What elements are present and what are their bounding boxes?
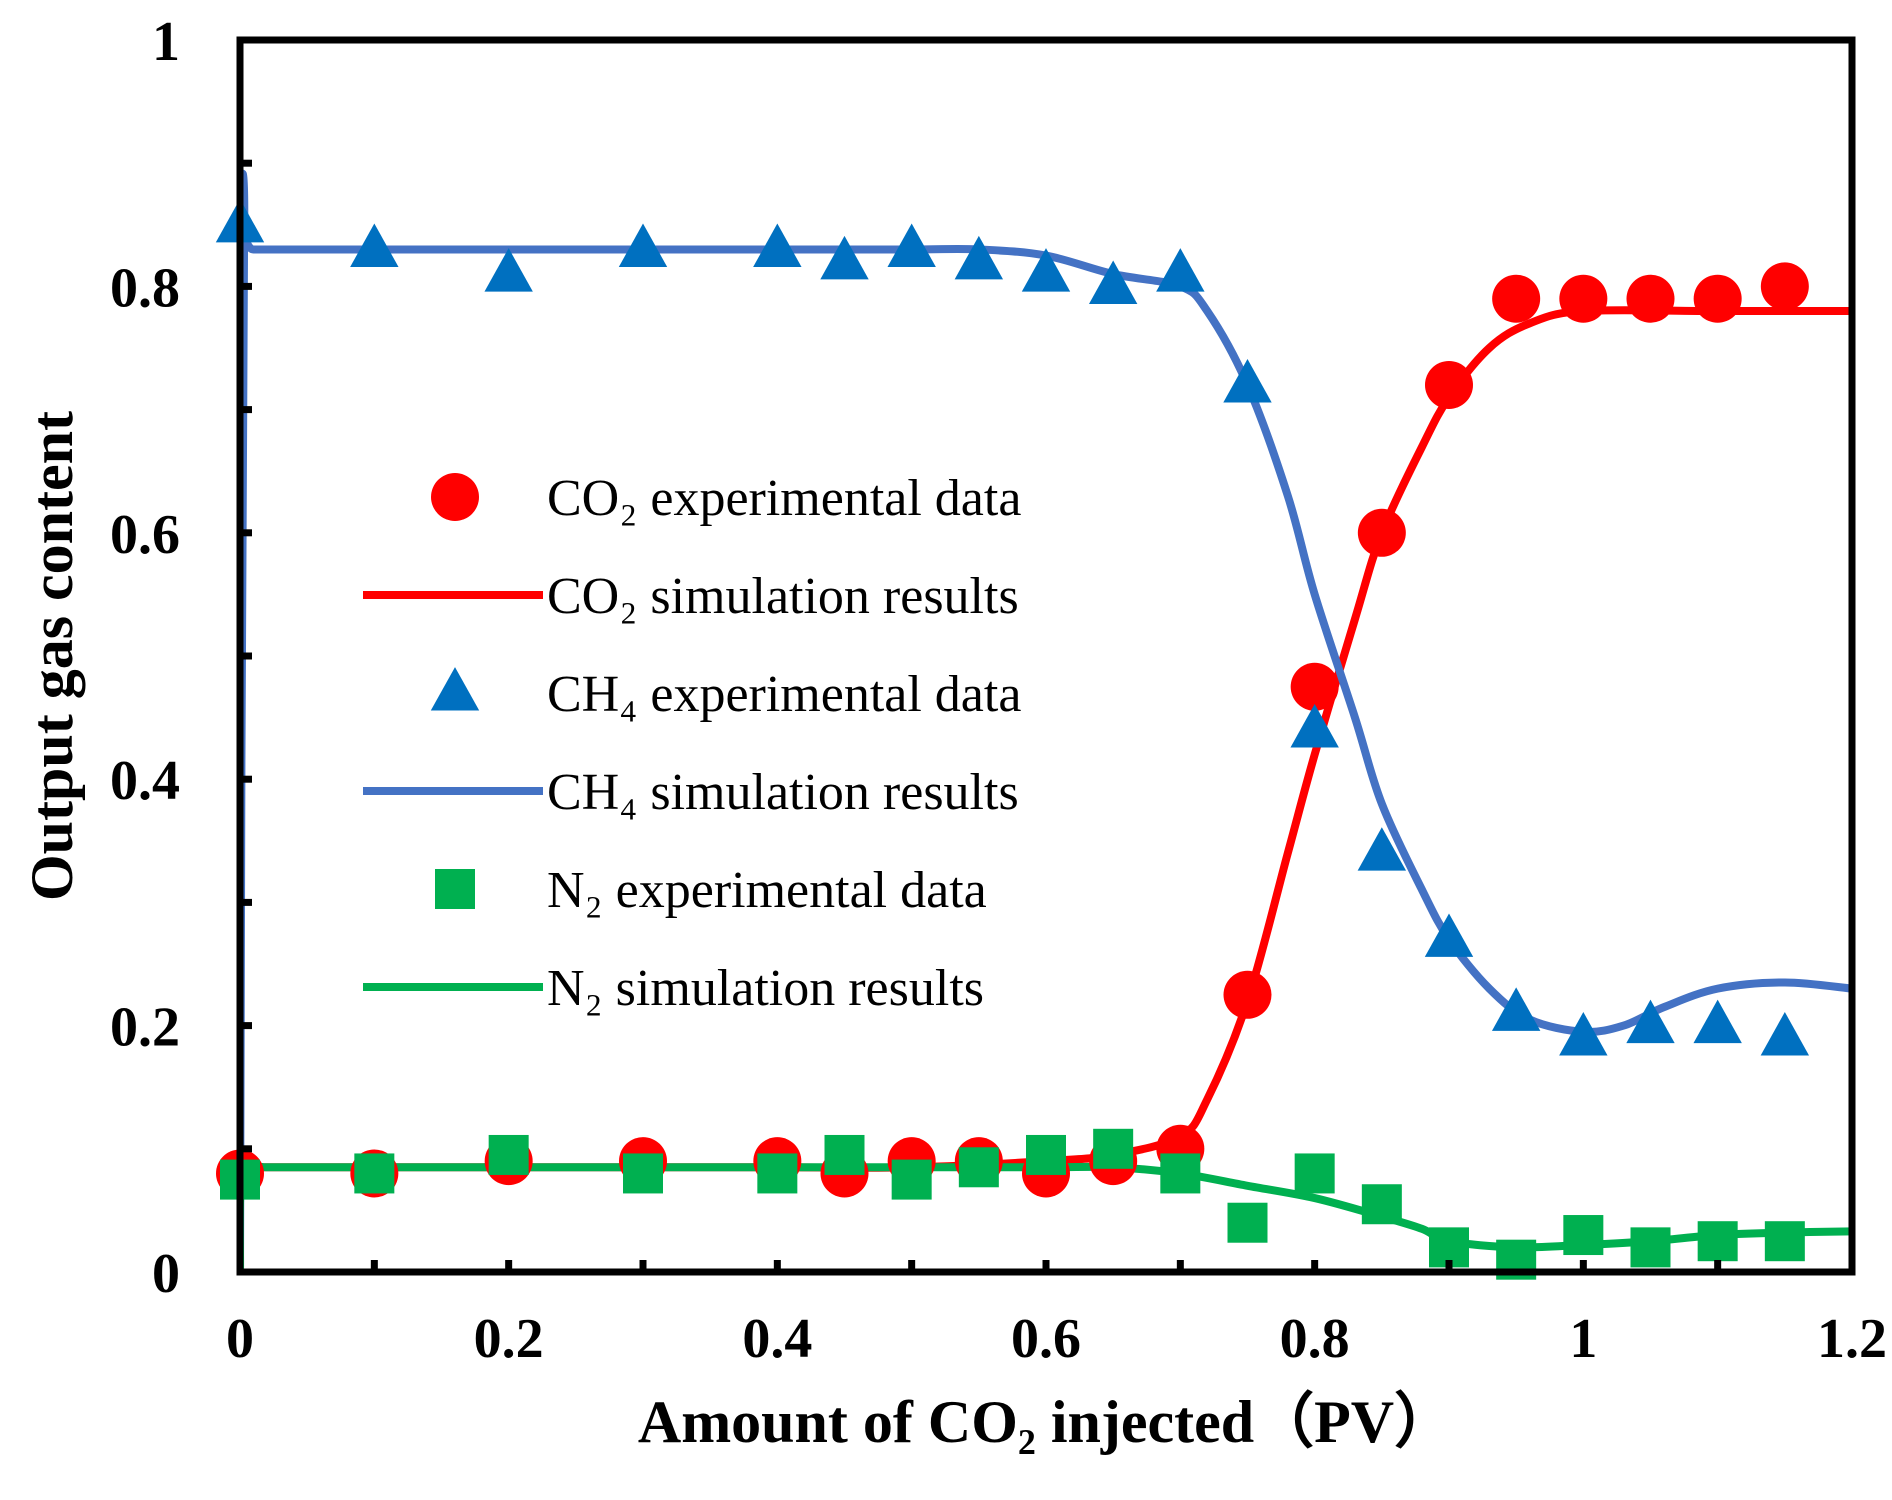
legend-label: CO₂ experimental data	[547, 470, 1021, 527]
data-point-ch4-experimental-data	[820, 235, 869, 280]
data-point-ch4-experimental-data	[1088, 260, 1138, 304]
data-point-ch4-experimental-data	[1626, 999, 1675, 1044]
data-point-ch4-experimental-data	[887, 223, 936, 267]
data-point-n2-experimental-data	[1361, 1184, 1402, 1225]
x-axis-title: Amount of CO₂ injected（PV）	[638, 1388, 1454, 1455]
data-point-co2-experimental-data	[1492, 274, 1541, 323]
y-axis-tick-labels: 0 0.2 0.4 0.6 0.8 1	[110, 11, 180, 1305]
data-point-ch4-experimental-data	[1491, 987, 1541, 1031]
data-point-ch4-experimental-data	[1290, 704, 1339, 748]
data-point-co2-experimental-data	[1357, 508, 1406, 557]
data-point-ch4-experimental-data	[1021, 248, 1071, 292]
x-tick-label: 0.2	[474, 1308, 544, 1370]
series-markers-layer	[215, 198, 1810, 1280]
legend-item: N₂ experimental data	[435, 862, 987, 919]
axis-ticks	[236, 36, 1856, 1276]
x-tick-label: 1	[1569, 1308, 1597, 1370]
data-point-ch4-experimental-data	[350, 223, 399, 267]
y-tick-label: 0.8	[110, 257, 180, 319]
x-tick-label: 0	[226, 1308, 254, 1370]
legend-item: N₂ simulation results	[363, 960, 984, 1017]
legend-label: N₂ experimental data	[547, 862, 987, 919]
data-point-co2-experimental-data	[1693, 274, 1742, 323]
data-point-n2-experimental-data	[1697, 1221, 1738, 1262]
y-tick-label: 0	[152, 1243, 180, 1305]
data-point-ch4-experimental-data	[1693, 999, 1742, 1044]
legend-label: CH₄ simulation results	[547, 764, 1019, 821]
y-axis-title: Output gas content	[19, 411, 85, 901]
data-point-n2-experimental-data	[958, 1147, 999, 1188]
legend-label: CH₄ experimental data	[547, 666, 1021, 723]
data-point-ch4-experimental-data	[1357, 827, 1407, 871]
y-tick-label: 1	[152, 11, 180, 73]
plot-area-frame	[236, 36, 1856, 1276]
legend-item: CO₂ simulation results	[363, 568, 1019, 625]
series-lines-layer	[240, 169, 1852, 1272]
data-point-ch4-experimental-data	[753, 223, 802, 267]
data-point-n2-experimental-data	[1764, 1221, 1805, 1262]
data-point-ch4-experimental-data	[1760, 1012, 1810, 1056]
data-point-n2-experimental-data	[623, 1153, 663, 1194]
data-point-n2-experimental-data	[824, 1134, 865, 1175]
data-point-co2-experimental-data	[1223, 970, 1272, 1019]
data-point-co2-experimental-data	[1425, 360, 1473, 409]
legend-item: CH₄ experimental data	[430, 666, 1021, 723]
data-point-co2-experimental-data	[1760, 262, 1809, 311]
series-line-ch4-simulation-results	[240, 169, 1852, 1272]
series-line-co2-simulation-results	[240, 306, 1852, 1172]
data-point-n2-experimental-data	[354, 1153, 395, 1194]
y-tick-label: 0.2	[110, 997, 180, 1059]
data-point-ch4-experimental-data	[618, 223, 668, 267]
data-point-n2-experimental-data	[488, 1134, 529, 1175]
legend-swatch-marker	[431, 473, 479, 521]
data-point-ch4-experimental-data	[954, 235, 1004, 280]
legend-item: CO₂ experimental data	[431, 470, 1021, 527]
data-point-ch4-experimental-data	[484, 248, 533, 292]
x-tick-label: 1.2	[1817, 1308, 1887, 1370]
data-point-n2-experimental-data	[1563, 1215, 1604, 1256]
data-point-ch4-experimental-data	[1156, 248, 1205, 292]
y-tick-label: 0.4	[110, 750, 180, 812]
legend-label: CO₂ simulation results	[547, 568, 1019, 625]
data-point-n2-experimental-data	[1026, 1134, 1066, 1175]
data-point-co2-experimental-data	[1290, 662, 1339, 711]
data-point-ch4-experimental-data	[1424, 913, 1474, 957]
data-point-n2-experimental-data	[891, 1159, 932, 1200]
data-point-ch4-experimental-data	[1223, 359, 1272, 403]
legend: CO₂ experimental data CO₂ simulation resu…	[363, 470, 1021, 1017]
legend-swatch-marker	[435, 869, 475, 909]
data-point-n2-experimental-data	[1227, 1202, 1268, 1243]
data-point-ch4-experimental-data	[1559, 1012, 1608, 1056]
data-point-n2-experimental-data	[1160, 1153, 1201, 1194]
legend-swatch-marker	[430, 667, 480, 711]
x-axis-tick-labels: 0 0.2 0.4 0.6 0.8 1 1.2	[226, 1308, 1887, 1370]
data-point-n2-experimental-data	[757, 1153, 798, 1194]
legend-item: CH₄ simulation results	[363, 764, 1019, 821]
data-point-n2-experimental-data	[1294, 1153, 1335, 1194]
x-tick-label: 0.8	[1280, 1308, 1350, 1370]
legend-label: N₂ simulation results	[547, 960, 984, 1017]
data-point-co2-experimental-data	[1559, 274, 1608, 323]
data-point-n2-experimental-data	[1093, 1128, 1134, 1169]
data-point-n2-experimental-data	[1630, 1227, 1671, 1268]
data-point-co2-experimental-data	[1626, 274, 1675, 323]
x-tick-label: 0.4	[742, 1308, 812, 1370]
y-tick-label: 0.6	[110, 504, 180, 566]
x-tick-label: 0.6	[1011, 1308, 1081, 1370]
